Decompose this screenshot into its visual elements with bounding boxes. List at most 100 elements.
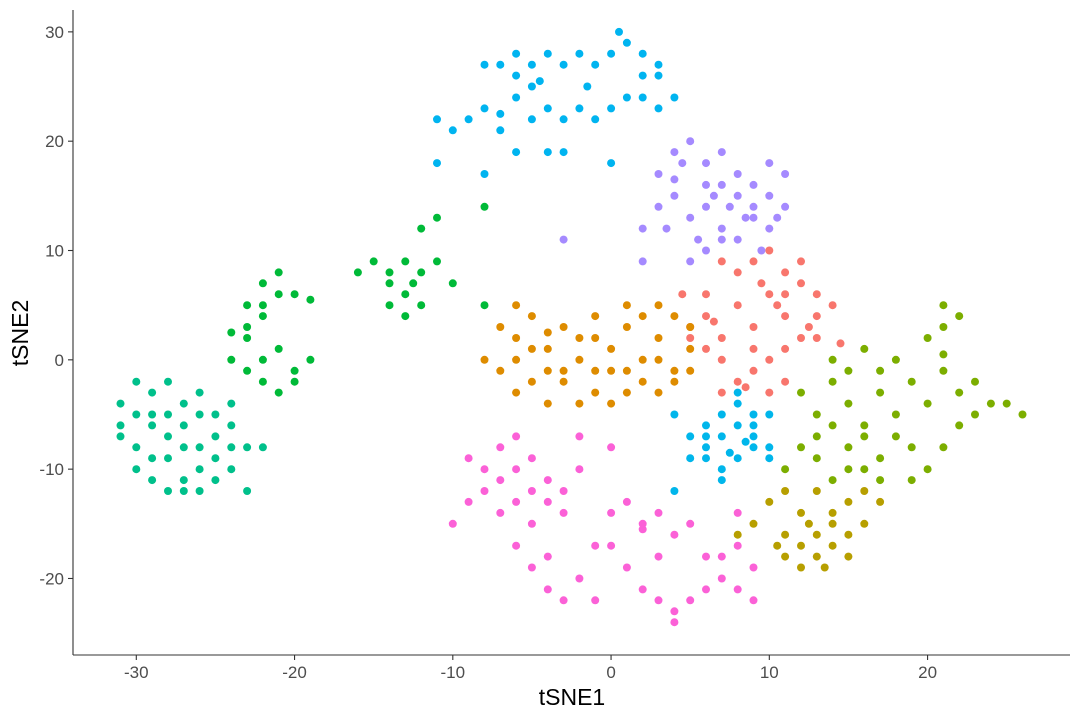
data-point [179, 487, 188, 495]
data-point [686, 366, 695, 375]
data-point [717, 148, 726, 157]
data-point [670, 191, 679, 200]
data-point [164, 487, 172, 495]
data-point [638, 312, 647, 321]
data-point [258, 443, 267, 452]
data-point [733, 541, 742, 550]
data-point [575, 355, 584, 364]
data-point [773, 301, 782, 310]
data-point [733, 388, 742, 397]
data-point [876, 454, 885, 463]
data-point [654, 388, 663, 397]
data-point [527, 344, 536, 353]
x-tick-label: -10 [441, 663, 466, 682]
data-point [227, 399, 236, 408]
data-point [132, 410, 141, 419]
data-point [749, 180, 758, 189]
data-point [717, 476, 726, 485]
data-point [820, 563, 829, 572]
data-point [559, 60, 568, 69]
data-point [717, 574, 726, 583]
data-point [670, 487, 679, 495]
data-point [797, 388, 805, 397]
data-point [512, 49, 521, 58]
data-point [512, 388, 521, 397]
data-point [828, 508, 837, 517]
data-point [527, 487, 536, 495]
data-point [243, 487, 252, 495]
data-point [670, 618, 679, 627]
data-point [195, 443, 204, 452]
data-point [164, 454, 172, 463]
data-point [543, 497, 552, 506]
data-point [512, 71, 521, 80]
data-point [527, 82, 536, 91]
data-point [543, 148, 552, 157]
data-point [591, 334, 600, 342]
data-point [638, 257, 647, 266]
data-point [496, 60, 505, 69]
data-point [654, 60, 663, 69]
data-point [733, 530, 742, 539]
data-point [876, 476, 885, 485]
data-point [591, 312, 600, 321]
data-point [575, 574, 584, 583]
data-point [797, 541, 805, 550]
data-point [607, 344, 616, 353]
data-point [401, 257, 410, 266]
data-point [433, 115, 441, 124]
data-point [543, 366, 552, 375]
data-point [781, 552, 790, 561]
data-point [306, 295, 315, 304]
data-point [638, 71, 647, 80]
y-tick-label: -20 [39, 569, 64, 588]
data-point [433, 159, 441, 168]
data-point [717, 410, 726, 419]
data-point [686, 519, 695, 528]
data-point [844, 366, 853, 375]
data-point [749, 366, 758, 375]
data-point [765, 388, 774, 397]
data-point [179, 476, 188, 485]
data-point [559, 366, 568, 375]
data-point [702, 344, 710, 353]
data-point [480, 170, 489, 178]
data-point [1018, 410, 1027, 419]
data-point [797, 508, 805, 517]
data-point [274, 268, 283, 277]
data-point [417, 224, 426, 233]
data-point [757, 279, 766, 288]
data-point [828, 421, 837, 430]
data-point [622, 323, 631, 331]
data-point [891, 432, 900, 441]
data-point [496, 126, 505, 135]
data-point [686, 213, 695, 222]
data-point [227, 328, 236, 337]
data-point [148, 421, 157, 430]
data-point [765, 355, 774, 364]
data-point [670, 175, 679, 184]
data-point [258, 279, 267, 288]
data-point [860, 465, 869, 474]
data-point [749, 323, 758, 331]
data-point [702, 202, 710, 211]
data-point [781, 530, 790, 539]
data-point [749, 202, 758, 211]
data-point [733, 377, 742, 386]
data-point [211, 454, 220, 463]
data-point [757, 246, 766, 255]
data-point [686, 596, 695, 605]
data-point [607, 366, 616, 375]
data-point [717, 235, 726, 244]
data-point [781, 377, 790, 386]
data-point [670, 530, 679, 539]
data-point [876, 497, 885, 506]
data-point [385, 279, 394, 288]
data-point [654, 552, 663, 561]
data-point [527, 454, 536, 463]
data-point [654, 596, 663, 605]
data-point [662, 224, 671, 233]
data-point [211, 432, 220, 441]
data-point [923, 465, 932, 474]
data-point [670, 607, 679, 616]
